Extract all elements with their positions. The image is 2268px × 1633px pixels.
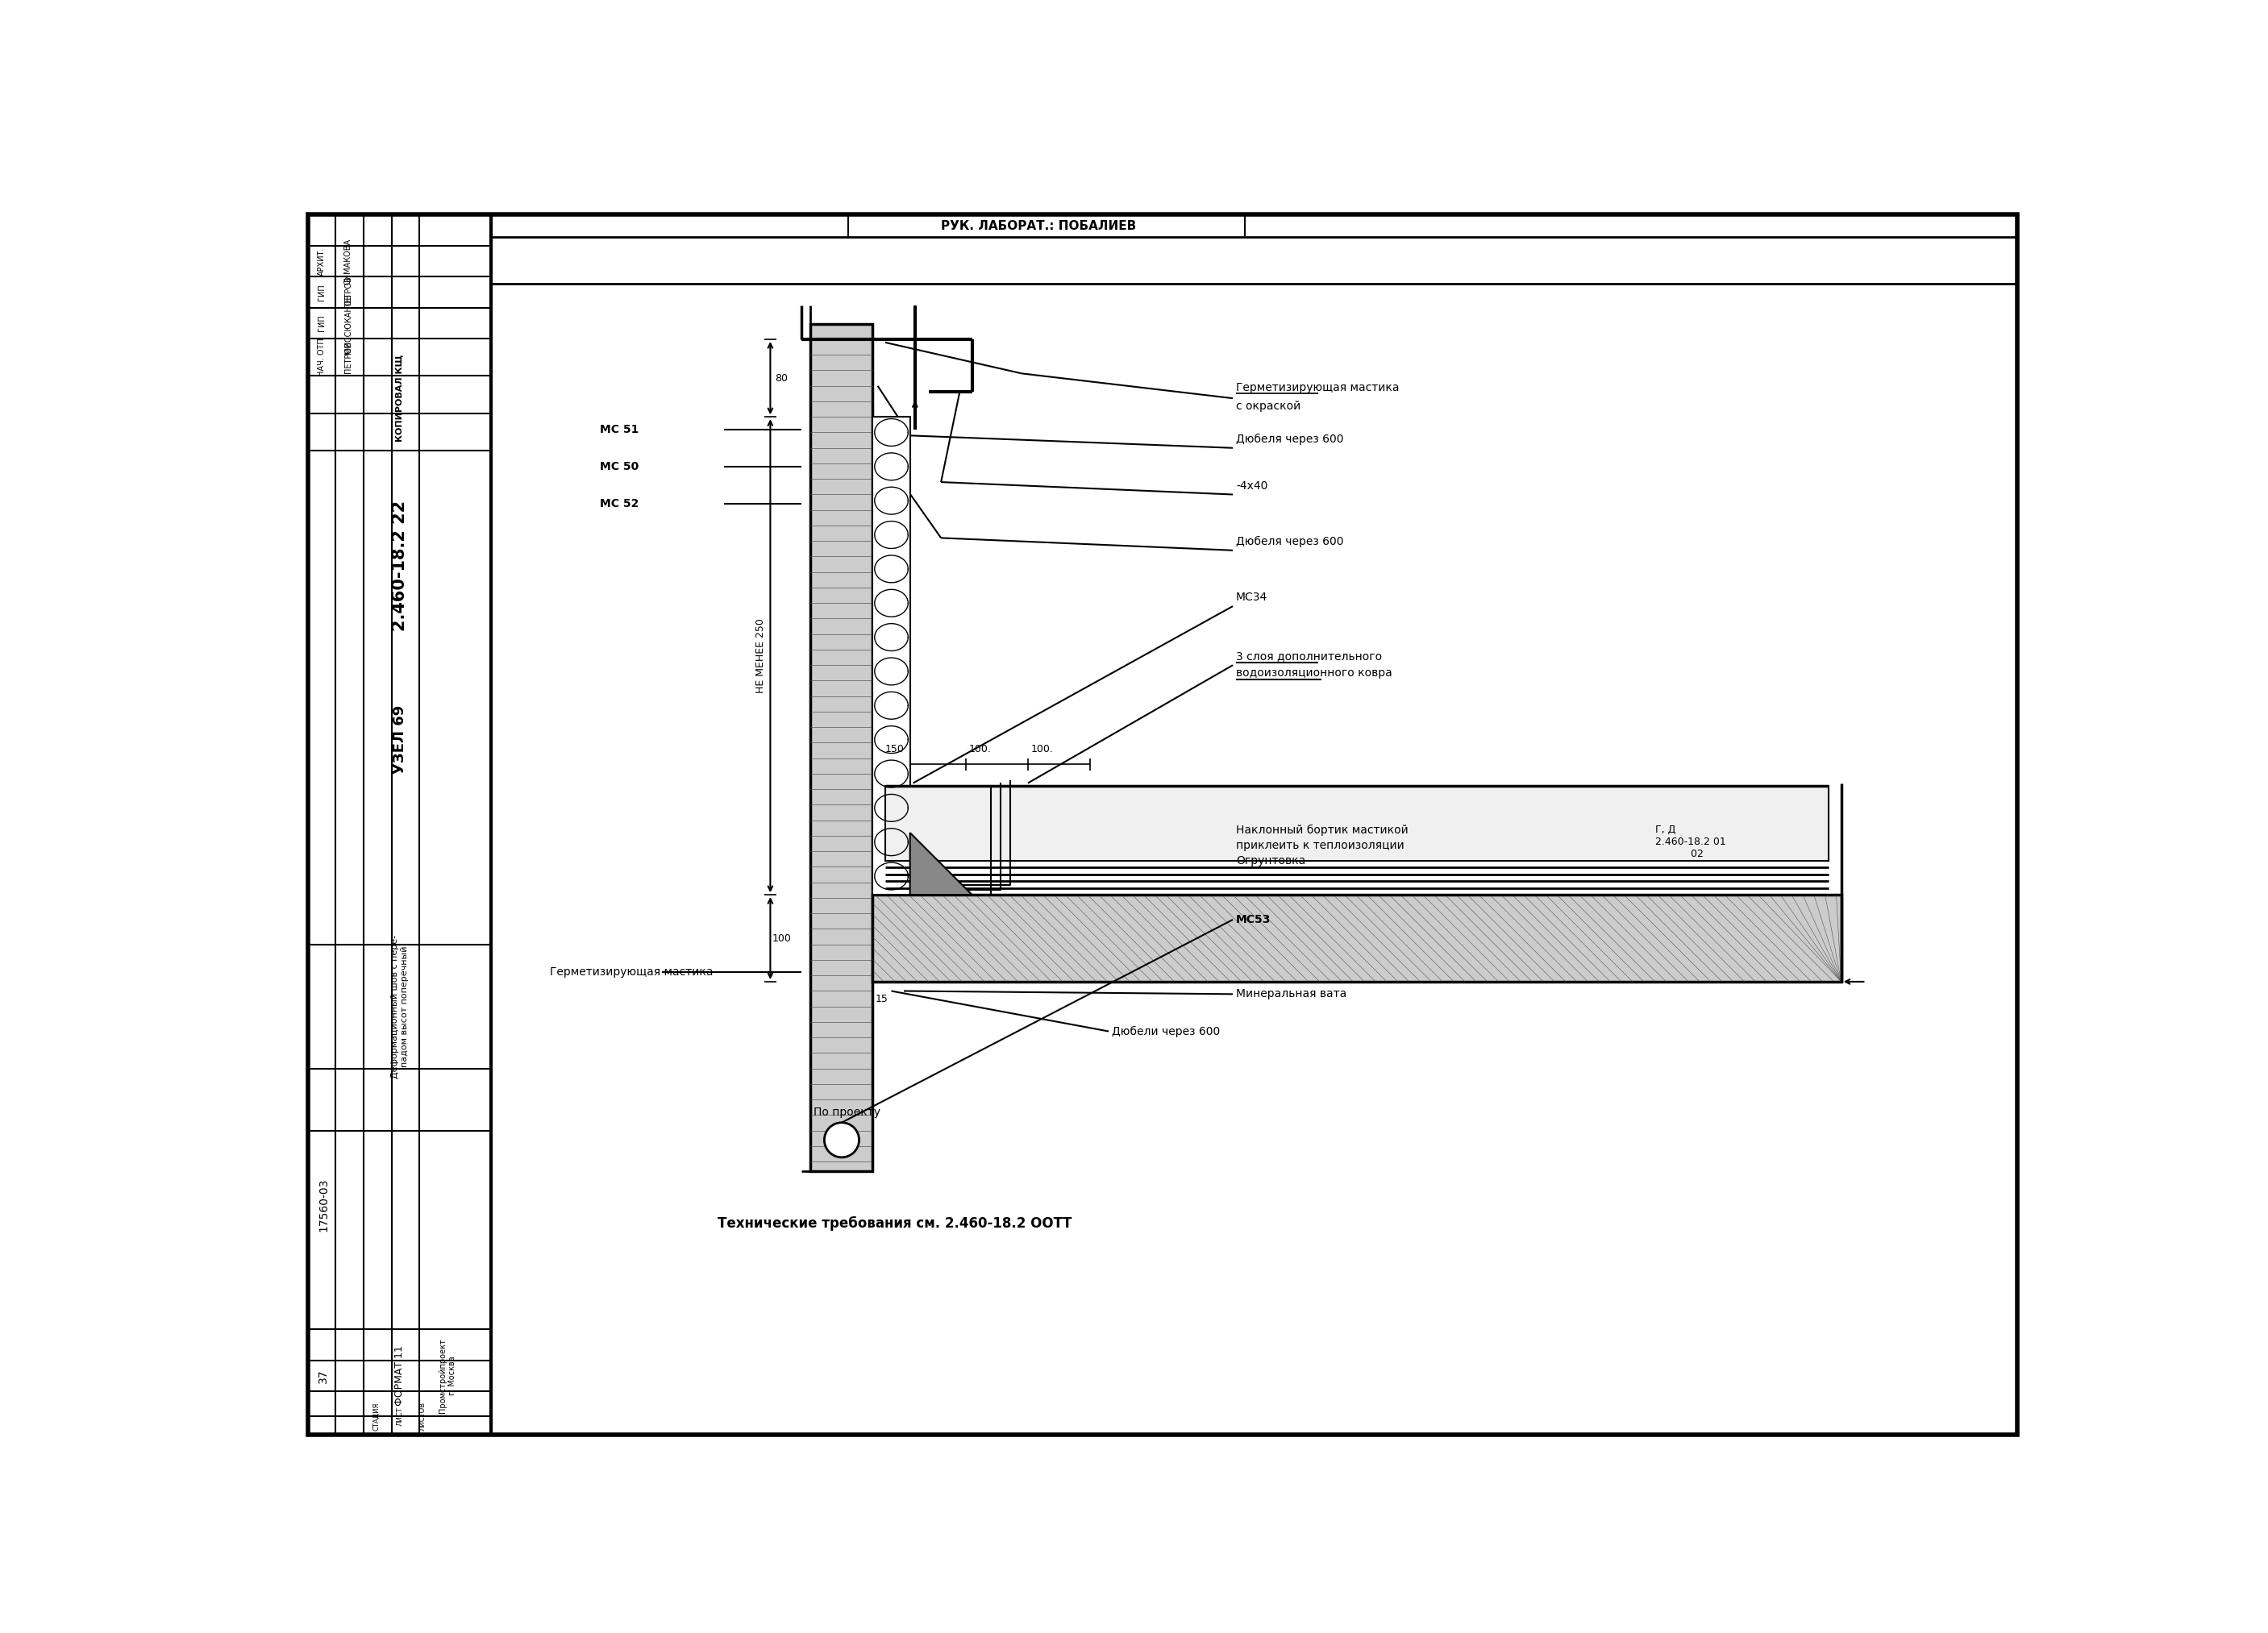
Text: 80: 80 [776,372,787,384]
Text: ПЕТРОВ: ПЕТРОВ [345,276,352,309]
Text: приклеить к теплоизоляции: приклеить к теплоизоляции [1236,839,1404,851]
Bar [885,785,1828,861]
Text: 100: 100 [771,932,792,944]
Text: Дюбеля через 600: Дюбеля через 600 [1236,433,1343,444]
Text: 37: 37 [318,1368,329,1383]
Text: ГИП: ГИП [318,284,327,300]
Bar [873,416,909,895]
Text: Наклонный бортик мастикой: Наклонный бортик мастикой [1236,825,1408,836]
Text: 100.: 100. [1032,743,1055,754]
Text: ЛИСТОВ: ЛИСТОВ [420,1401,426,1431]
Text: 15: 15 [875,994,889,1004]
Text: МС 52: МС 52 [599,498,640,509]
Text: СТАДИЯ: СТАДИЯ [372,1401,379,1431]
Text: МС 51: МС 51 [599,423,640,434]
Text: МС53: МС53 [1236,914,1270,926]
Text: Технические требования см. 2.460-18.2 ООТТ: Технические требования см. 2.460-18.2 ОО… [717,1217,1073,1231]
Text: МС 50: МС 50 [599,461,640,472]
Text: 100.: 100. [968,743,991,754]
Text: водоизоляционного ковра: водоизоляционного ковра [1236,668,1393,679]
Text: РУК. ЛАБОРАТ.: ПОБАЛИЕВ: РУК. ЛАБОРАТ.: ПОБАЛИЕВ [941,220,1136,232]
Bar [810,323,873,1171]
Text: НАЧ. ОТП: НАЧ. ОТП [318,338,327,377]
Text: с окраской: с окраской [1236,400,1300,412]
Text: СИМАКОВА: СИМАКОВА [345,238,352,284]
Text: АРХИТ.: АРХИТ. [318,247,327,276]
Text: 3 слоя дополнительного: 3 слоя дополнительного [1236,652,1381,661]
Text: Промстройпроект
г. Москва: Промстройпроект г. Москва [438,1339,456,1413]
Text: МС34: МС34 [1236,591,1268,603]
Text: 17560-03: 17560-03 [318,1179,329,1231]
Text: Герметизирующая мастика: Герметизирующая мастика [1236,382,1399,394]
Text: По проекту: По проекту [814,1107,880,1117]
Text: 2.460-18.2 22: 2.460-18.2 22 [392,501,408,632]
Text: ПЕТРОВ: ПЕТРОВ [345,341,352,374]
Text: 150: 150 [885,743,905,754]
Text: Минеральная вата: Минеральная вата [1236,988,1347,999]
Text: ЛИСТ: ЛИСТ [397,1406,404,1426]
Bar [873,895,1842,981]
Text: Огрунтовка: Огрунтовка [1236,856,1306,867]
Polygon shape [909,833,973,895]
Text: УЗЕЛ 69: УЗЕЛ 69 [392,705,406,774]
Text: Г, Д
2.460-18.2 01
           02: Г, Д 2.460-18.2 01 02 [1656,825,1726,859]
Text: МИССЮКАНОВ: МИССЮКАНОВ [345,292,352,353]
Text: НЕ МЕНЕЕ 250: НЕ МЕНЕЕ 250 [755,619,767,694]
Bar [308,214,490,1435]
Text: Дюбеля через 600: Дюбеля через 600 [1236,536,1343,547]
Circle shape [823,1122,860,1158]
Text: Деформационный шов с пере-
падом высот поперечный: Деформационный шов с пере- падом высот п… [390,934,408,1078]
Text: ГИП: ГИП [318,315,327,331]
Text: -4х40: -4х40 [1236,480,1268,492]
Text: ФОРМАТ 11: ФОРМАТ 11 [395,1346,406,1406]
Text: Герметизирующая мастика: Герметизирующая мастика [549,967,712,978]
Text: КОПИРОВАЛ КЩ: КОПИРОВАЛ КЩ [395,354,404,443]
Text: Дюбели через 600: Дюбели через 600 [1111,1026,1220,1037]
